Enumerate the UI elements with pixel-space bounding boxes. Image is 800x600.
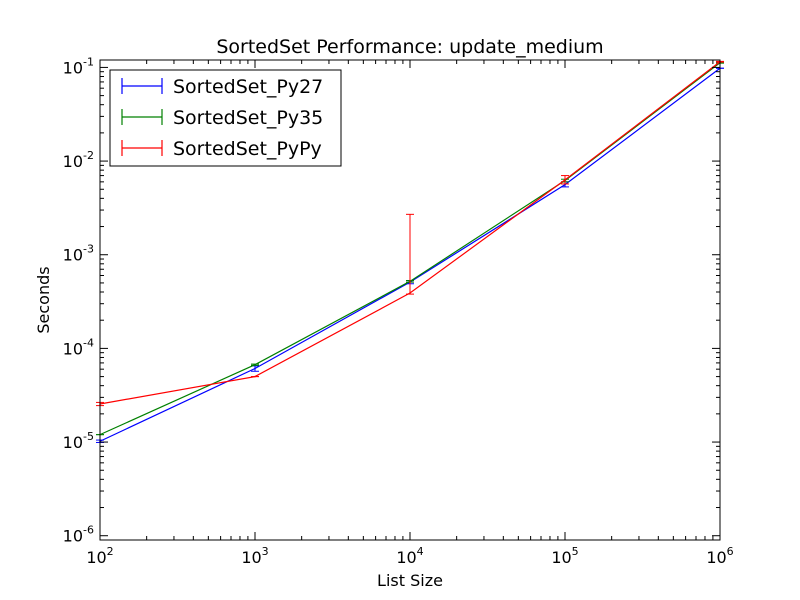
y-axis-label: Seconds <box>34 266 53 333</box>
series-layer <box>96 60 724 443</box>
y-tick-label: 10-5 <box>63 430 94 452</box>
legend-item: SortedSet_Py35 <box>121 107 323 129</box>
series-SortedSet_PyPy <box>96 60 724 407</box>
y-tick-label: 10-2 <box>63 149 94 171</box>
legend-item: SortedSet_Py27 <box>121 76 323 98</box>
x-tick-label: 105 <box>551 545 578 567</box>
x-tick-label: 104 <box>396 545 423 567</box>
data-point <box>254 375 256 378</box>
legend-item: SortedSet_PyPy <box>121 138 322 160</box>
legend-label: SortedSet_Py35 <box>173 107 323 129</box>
data-point <box>564 179 566 181</box>
x-tick-label: 106 <box>706 545 733 567</box>
y-tick-label: 10-3 <box>63 243 94 265</box>
legend-items: SortedSet_Py27 SortedSet_Py35 SortedSet_Py… <box>121 76 323 160</box>
legend-label: SortedSet_Py27 <box>173 76 323 98</box>
x-axis-label: List Size <box>377 571 443 590</box>
data-point <box>409 292 411 294</box>
y-tick-label: 10-1 <box>63 55 94 77</box>
y-tick-label: 10-4 <box>63 336 94 358</box>
axes-layer: 102 103 104 105 106 10-6 10-5 10-4 10-3 10-2 10-1 <box>63 55 734 567</box>
legend: SortedSet_Py27 SortedSet_Py35 SortedSet_Py… <box>109 69 342 167</box>
x-tick-label: 103 <box>241 545 268 567</box>
data-point <box>254 363 256 366</box>
x-tick-label: 102 <box>86 545 113 567</box>
legend-label: SortedSet_PyPy <box>173 138 322 160</box>
data-point <box>254 367 256 370</box>
y-tick-label: 10-6 <box>63 524 94 546</box>
chart-title: SortedSet Performance: update_medium <box>216 36 603 58</box>
